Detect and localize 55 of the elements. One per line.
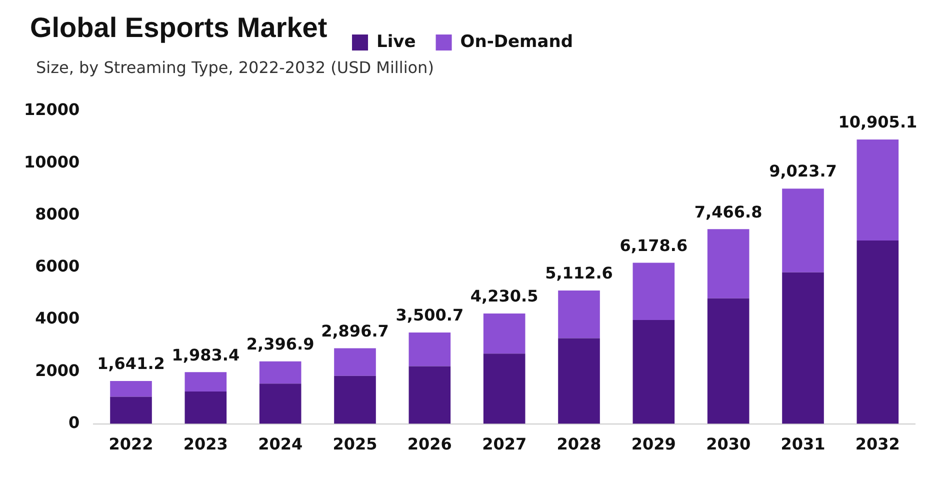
y-tick-label: 2000 <box>35 360 80 380</box>
bar <box>334 376 376 424</box>
bar <box>408 366 451 424</box>
y-tick-label: 10000 <box>24 152 80 172</box>
x-tick-label: 2027 <box>482 434 527 454</box>
bar <box>707 229 750 298</box>
bar <box>259 361 302 384</box>
legend-label: On-Demand <box>460 32 573 52</box>
total-label: 1,641.2 <box>97 354 165 374</box>
bar <box>558 338 600 424</box>
total-label: 5,112.6 <box>545 264 613 283</box>
x-tick-label: 2024 <box>258 434 303 454</box>
bar <box>558 290 600 338</box>
bar <box>856 140 899 241</box>
total-label: 2,896.7 <box>321 321 389 340</box>
y-tick-label: 6000 <box>35 256 80 276</box>
bar <box>707 298 750 424</box>
x-tick-label: 2022 <box>108 434 154 454</box>
bar <box>782 272 824 424</box>
x-tick-label: 2025 <box>332 434 378 454</box>
total-label: 1,983.4 <box>172 345 240 364</box>
bar <box>856 240 899 424</box>
x-tick-label: 2028 <box>556 434 602 454</box>
x-tick-label: 2032 <box>855 434 900 454</box>
x-tick-label: 2029 <box>631 434 676 454</box>
bar <box>184 391 227 424</box>
total-label: 4,230.5 <box>470 286 538 306</box>
chart-subtitle: Size, by Streaming Type, 2022-2032 (USD Million) <box>36 58 434 77</box>
bar <box>632 262 675 320</box>
y-tick-label: 0 <box>68 412 80 432</box>
bar <box>334 348 376 376</box>
bar <box>483 354 526 424</box>
bar <box>483 314 526 354</box>
legend-label: Live <box>376 32 416 52</box>
total-label: 9,023.7 <box>769 162 837 181</box>
x-tick-label: 2023 <box>183 434 228 454</box>
x-tick-label: 2031 <box>780 434 826 454</box>
y-tick-label: 4000 <box>35 308 80 328</box>
bar <box>259 384 302 424</box>
chart-title: Global Esports Market <box>30 12 328 44</box>
bar <box>408 332 451 366</box>
total-label: 2,396.9 <box>246 334 314 354</box>
x-tick-label: 2030 <box>706 434 751 454</box>
bar <box>184 372 227 392</box>
bar <box>110 381 152 397</box>
bar <box>632 320 675 424</box>
bar <box>110 396 152 424</box>
total-label: 7,466.8 <box>694 202 762 222</box>
y-tick-label: 12000 <box>24 100 80 120</box>
total-label: 3,500.7 <box>396 306 464 325</box>
total-label: 10,905.1 <box>838 112 918 132</box>
bar <box>782 188 824 272</box>
total-label: 6,178.6 <box>620 236 688 255</box>
y-tick-label: 8000 <box>35 204 80 224</box>
x-tick-label: 2026 <box>407 434 452 454</box>
